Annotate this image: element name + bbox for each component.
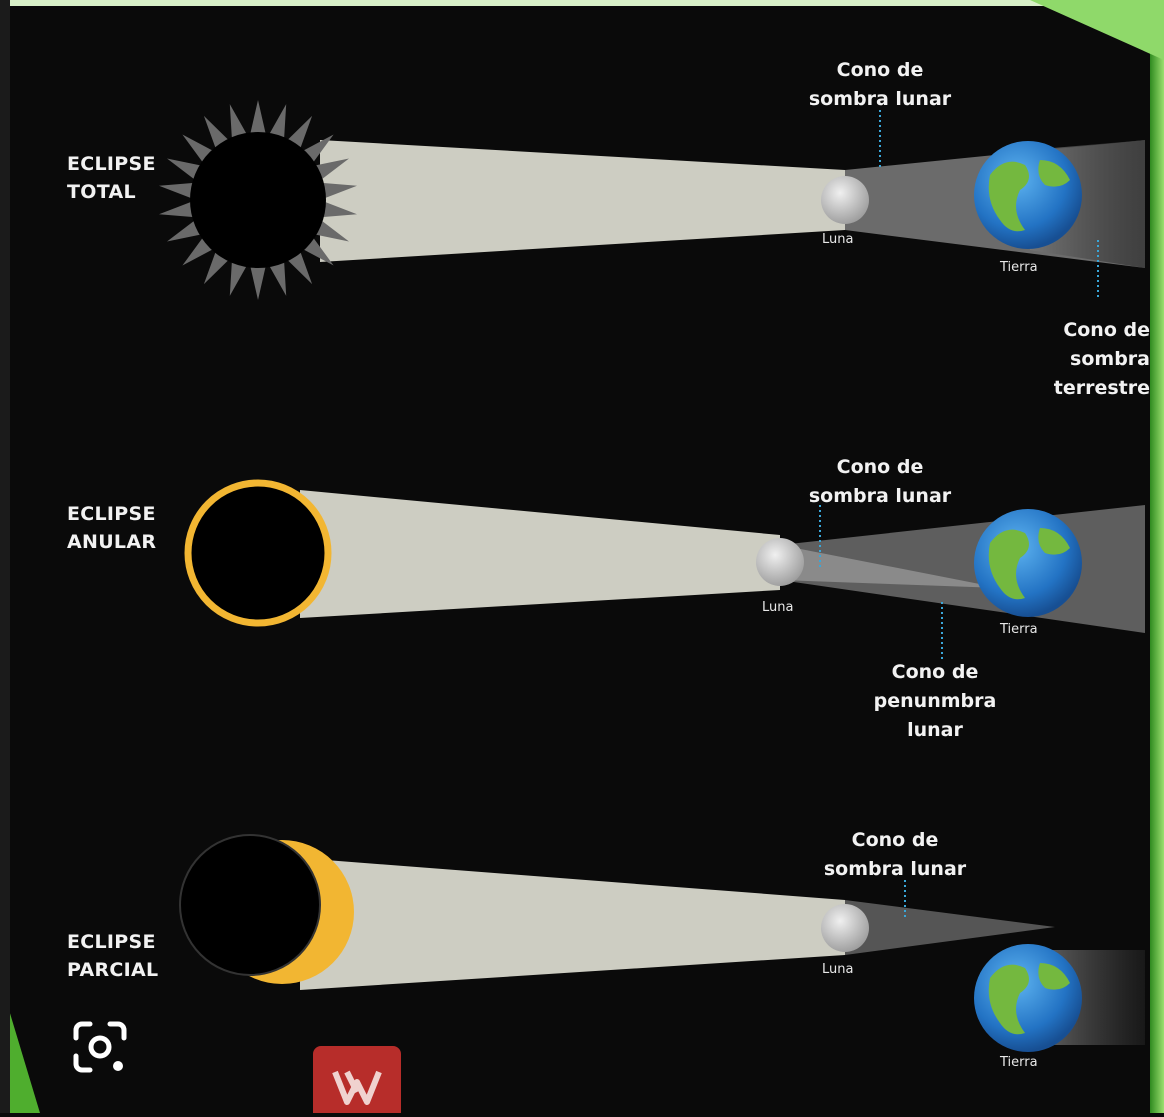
- penumbra-cross: [780, 545, 1000, 588]
- diagram-title-total: ECLIPSE TOTAL: [67, 153, 156, 203]
- frame-top-edge: [0, 0, 1164, 6]
- frame-corner-tr: [1030, 0, 1164, 60]
- earth-label: Tierra: [1000, 1055, 1038, 1070]
- sun-ring-icon: [184, 479, 332, 627]
- moon-label: Luna: [762, 600, 794, 615]
- moon-umbra-cone: [845, 900, 1055, 955]
- annotation-moon-umbra: Cono de sombra lunar: [823, 829, 967, 880]
- moon-label: Luna: [822, 232, 854, 247]
- earth-land: [988, 528, 1070, 600]
- diagram-title-annular: ECLIPSE ANULAR: [67, 503, 157, 553]
- moon-icon: [821, 904, 869, 952]
- google-lens-button[interactable]: [70, 1020, 130, 1076]
- partial-eclipse-diagram: [179, 834, 1145, 1052]
- annotation-earth-umbra: Cono de sombra terrestre: [1053, 319, 1150, 399]
- earth-land: [988, 160, 1070, 232]
- diagram-title-partial: ECLIPSE PARCIAL: [67, 931, 159, 981]
- wps-office-badge[interactable]: [313, 1046, 401, 1113]
- earth-label: Tierra: [1000, 622, 1038, 637]
- sun-disk: [190, 132, 326, 268]
- annotation-moon-penumbra: Cono de penunmbra lunar: [873, 661, 997, 741]
- frame-right-edge: [1150, 0, 1164, 1113]
- annotation-moon-umbra: Cono de sombra lunar: [808, 59, 952, 110]
- annotation-moon-umbra: Cono de sombra lunar: [808, 456, 952, 507]
- sun-occluded-disk: [179, 834, 321, 976]
- total-eclipse-diagram: [159, 100, 1145, 300]
- wps-office-icon: [332, 1070, 382, 1105]
- earth-land: [988, 963, 1070, 1035]
- moon-icon: [756, 538, 804, 586]
- annular-eclipse-diagram: [184, 479, 1145, 660]
- light-rays: [300, 858, 845, 990]
- light-rays: [320, 140, 845, 262]
- google-lens-icon: [73, 1021, 127, 1073]
- moon-label: Luna: [822, 962, 854, 977]
- light-rays: [300, 490, 780, 618]
- earth-label: Tierra: [1000, 260, 1038, 275]
- moon-icon: [821, 176, 869, 224]
- frame-left-edge: [0, 0, 10, 1113]
